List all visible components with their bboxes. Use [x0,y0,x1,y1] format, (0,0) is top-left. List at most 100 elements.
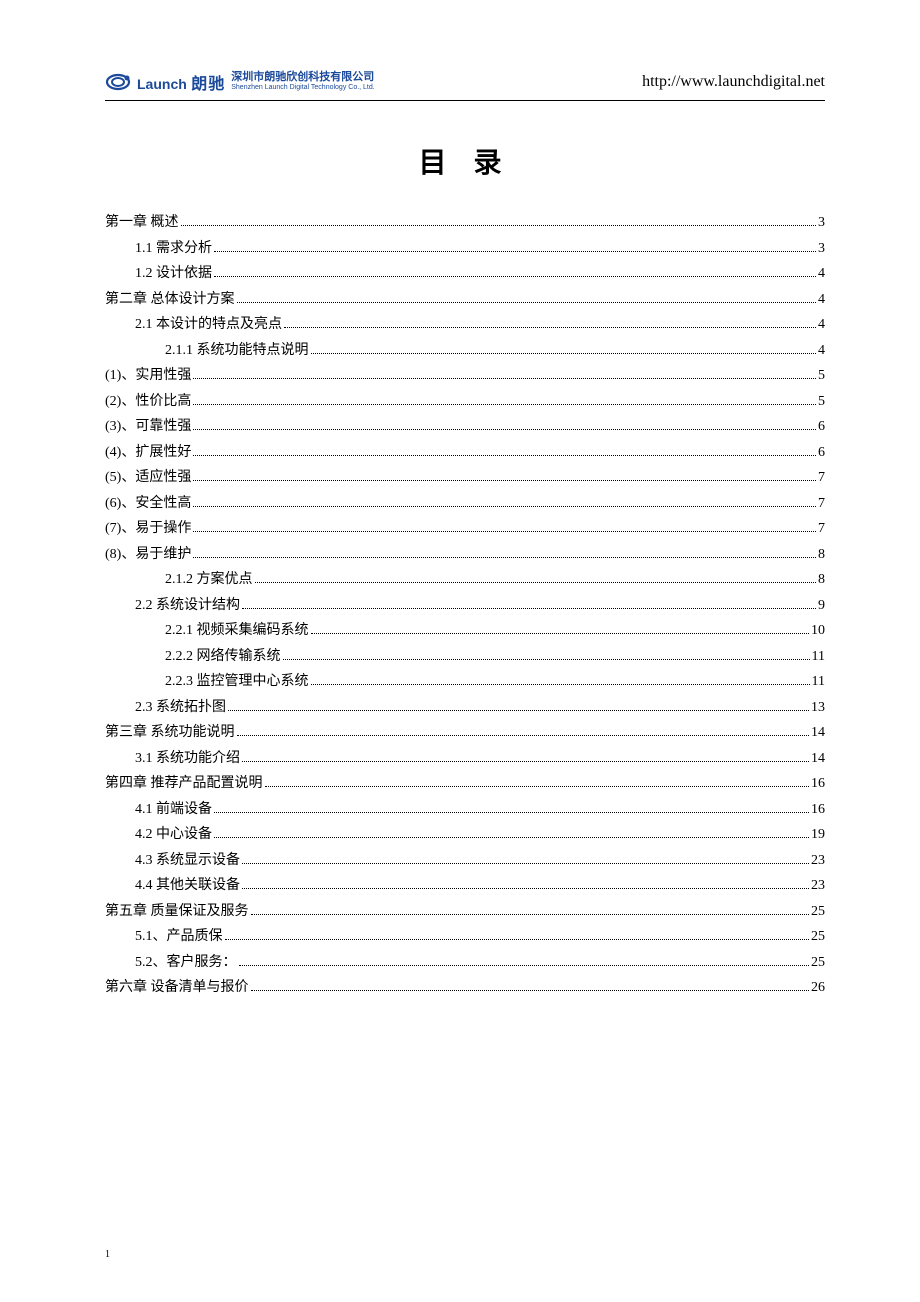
toc-leader-dots [242,608,816,609]
toc-page-number: 8 [818,568,825,593]
toc-entry[interactable]: 2.2 系统设计结构9 [105,594,825,619]
toc-label: 第六章 设备清单与报价 [105,976,249,1001]
logo-launch-text: Launch [137,76,187,92]
toc-page-number: 3 [818,211,825,236]
toc-entry[interactable]: 4.3 系统显示设备23 [105,849,825,874]
toc-label: 5.1、产品质保 [135,925,223,950]
toc-entry[interactable]: 2.3 系统拓扑图 13 [105,696,825,721]
toc-entry[interactable]: 第二章 总体设计方案 4 [105,288,825,313]
toc-label: 第三章 系统功能说明 [105,721,235,746]
toc-page-number: 7 [818,466,825,491]
toc-leader-dots [311,684,810,685]
toc-leader-dots [311,633,810,634]
toc-leader-dots [193,557,816,558]
toc-label: 第四章 推荐产品配置说明 [105,772,263,797]
page-title: 目 录 [105,141,825,181]
toc-entry[interactable]: 3.1 系统功能介绍14 [105,747,825,772]
company-name-en: Shenzhen Launch Digital Technology Co., … [231,84,374,92]
toc-label: (8)、易于维护 [105,543,191,568]
toc-page-number: 25 [811,925,825,950]
toc-page-number: 4 [818,288,825,313]
toc-page-number: 25 [811,900,825,925]
toc-entry[interactable]: 第三章 系统功能说明 14 [105,721,825,746]
toc-entry[interactable]: (3)、可靠性强6 [105,415,825,440]
toc-page-number: 26 [811,976,825,1001]
toc-leader-dots [242,888,809,889]
toc-page-number: 7 [818,517,825,542]
toc-entry[interactable]: (8)、易于维护8 [105,543,825,568]
toc-entry[interactable]: 5.2、客户服务： 25 [105,951,825,976]
toc-label: 2.3 系统拓扑图 [135,696,226,721]
toc-label: 5.2、客户服务： [135,951,237,976]
toc-leader-dots [225,939,810,940]
logo-icon [105,72,131,92]
toc-entry[interactable]: 2.1.1 系统功能特点说明4 [105,339,825,364]
toc-label: 1.2 设计依据 [135,262,212,287]
toc-leader-dots [237,302,817,303]
toc-entry[interactable]: (2)、性价比高5 [105,390,825,415]
toc-label: (5)、适应性强 [105,466,191,491]
toc-label: 4.3 系统显示设备 [135,849,240,874]
toc-page-number: 3 [818,237,825,262]
header-divider [105,100,825,101]
toc-label: 4.4 其他关联设备 [135,874,240,899]
toc-entry[interactable]: 4.2 中心设备19 [105,823,825,848]
toc-label: 2.1.2 方案优点 [165,568,253,593]
toc-leader-dots [242,863,809,864]
toc-page-number: 16 [811,798,825,823]
toc-leader-dots [214,276,816,277]
logo-brand-text: 朗驰 [191,76,225,93]
toc-leader-dots [193,455,816,456]
toc-label: 2.1.1 系统功能特点说明 [165,339,309,364]
toc-leader-dots [242,761,809,762]
toc-entry[interactable]: 1.1 需求分析3 [105,237,825,262]
toc-leader-dots [193,506,816,507]
toc-leader-dots [228,710,809,711]
toc-page-number: 11 [812,645,825,670]
toc-page-number: 10 [811,619,825,644]
toc-entry[interactable]: 2.2.1 视频采集编码系统 10 [105,619,825,644]
toc-entry[interactable]: 2.2.3 监控管理中心系统11 [105,670,825,695]
toc-entry[interactable]: (4)、扩展性好6 [105,441,825,466]
toc-entry[interactable]: 5.1、产品质保 25 [105,925,825,950]
logo-text: Launch 朗驰 [137,70,225,94]
toc-label: 2.2.1 视频采集编码系统 [165,619,309,644]
toc-entry[interactable]: (6)、安全性高7 [105,492,825,517]
logo-area: Launch 朗驰 深圳市朗驰欣创科技有限公司 Shenzhen Launch … [105,70,375,94]
toc-leader-dots [214,251,816,252]
toc-leader-dots [283,659,810,660]
toc-page-number: 13 [811,696,825,721]
toc-leader-dots [311,353,817,354]
toc-entry[interactable]: (1)、实用性强5 [105,364,825,389]
toc-entry[interactable]: 第五章 质量保证及服务25 [105,900,825,925]
toc-leader-dots [214,812,809,813]
toc-leader-dots [193,531,816,532]
toc-label: 第二章 总体设计方案 [105,288,235,313]
toc-label: 2.1 本设计的特点及亮点 [135,313,282,338]
toc-leader-dots [255,582,817,583]
toc-leader-dots [251,914,810,915]
toc-page-number: 6 [818,415,825,440]
toc-label: 第一章 概述 [105,211,179,236]
toc-label: 4.1 前端设备 [135,798,212,823]
toc-entry[interactable]: 4.1 前端设备 16 [105,798,825,823]
toc-entry[interactable]: 2.1 本设计的特点及亮点4 [105,313,825,338]
toc-label: 4.2 中心设备 [135,823,212,848]
toc-entry[interactable]: 第一章 概述 3 [105,211,825,236]
toc-entry[interactable]: 第四章 推荐产品配置说明16 [105,772,825,797]
toc-entry[interactable]: 第六章 设备清单与报价 26 [105,976,825,1001]
toc-entry[interactable]: 2.2.2 网络传输系统11 [105,645,825,670]
toc-page-number: 14 [811,747,825,772]
toc-page-number: 7 [818,492,825,517]
toc-entry[interactable]: 1.2 设计依据4 [105,262,825,287]
company-name: 深圳市朗驰欣创科技有限公司 Shenzhen Launch Digital Te… [231,71,374,93]
toc-leader-dots [181,225,817,226]
toc-entry[interactable]: (5)、适应性强 7 [105,466,825,491]
toc-page-number: 11 [812,670,825,695]
toc-page-number: 14 [811,721,825,746]
toc-entry[interactable]: 2.1.2 方案优点 8 [105,568,825,593]
toc-leader-dots [237,735,810,736]
toc-entry[interactable]: 4.4 其他关联设备23 [105,874,825,899]
toc-entry[interactable]: (7)、易于操作7 [105,517,825,542]
toc-page-number: 25 [811,951,825,976]
